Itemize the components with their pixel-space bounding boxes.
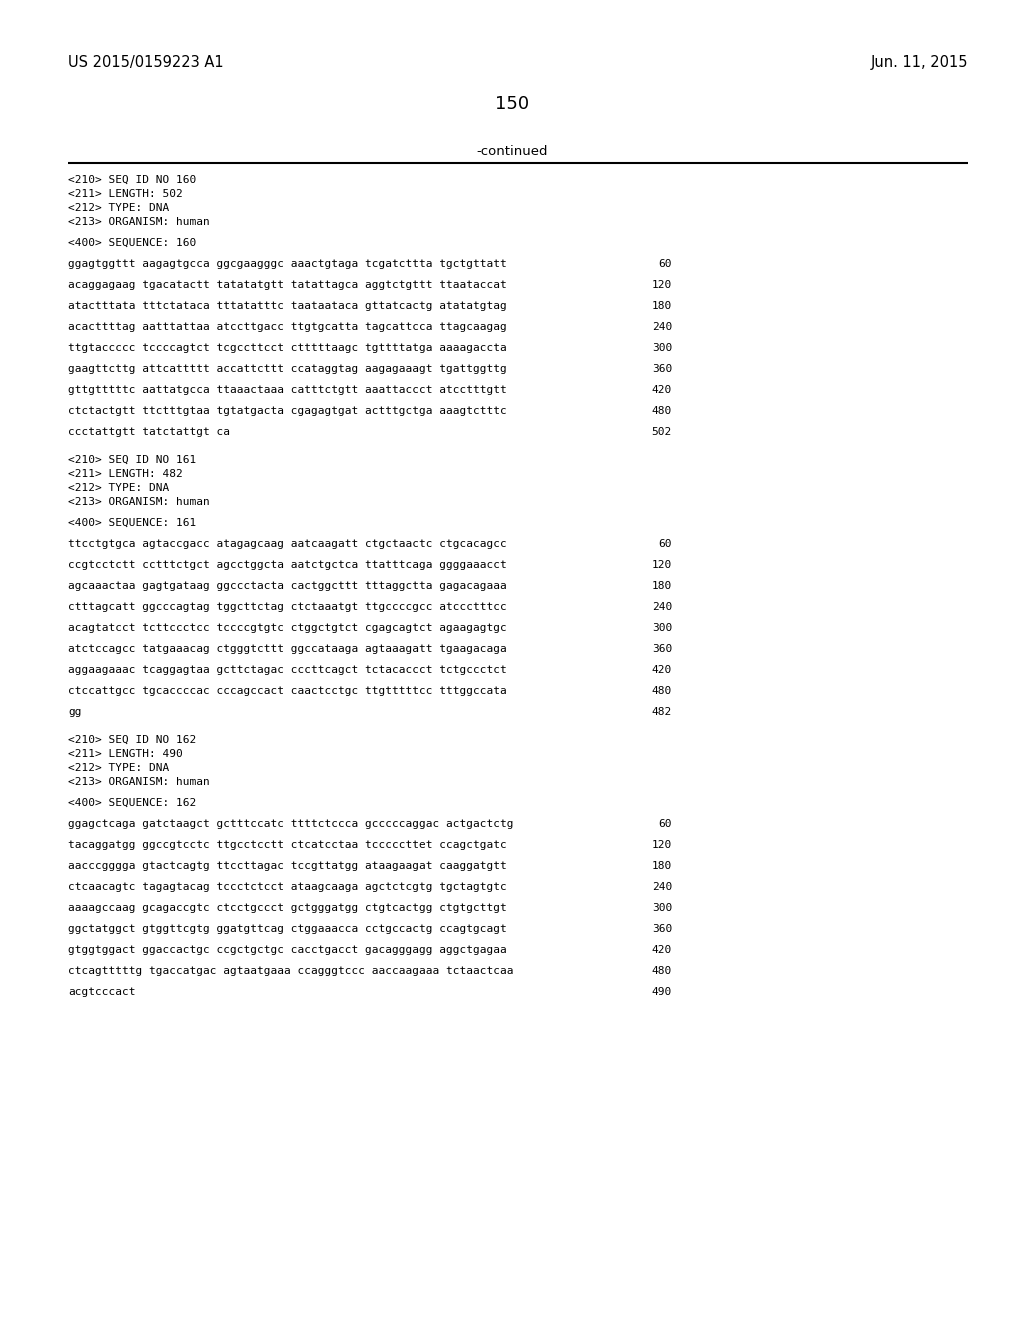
Text: 420: 420 xyxy=(651,665,672,675)
Text: 480: 480 xyxy=(651,966,672,975)
Text: gtggtggact ggaccactgc ccgctgctgc cacctgacct gacagggagg aggctgagaa: gtggtggact ggaccactgc ccgctgctgc cacctga… xyxy=(68,945,507,954)
Text: 480: 480 xyxy=(651,686,672,696)
Text: 180: 180 xyxy=(651,581,672,591)
Text: <213> ORGANISM: human: <213> ORGANISM: human xyxy=(68,498,210,507)
Text: gg: gg xyxy=(68,708,82,717)
Text: <212> TYPE: DNA: <212> TYPE: DNA xyxy=(68,483,169,492)
Text: ggagctcaga gatctaagct gctttccatc ttttctccca gcccccaggac actgactctg: ggagctcaga gatctaagct gctttccatc ttttctc… xyxy=(68,818,513,829)
Text: aacccgggga gtactcagtg ttccttagac tccgttatgg ataagaagat caaggatgtt: aacccgggga gtactcagtg ttccttagac tccgtta… xyxy=(68,861,507,871)
Text: <211> LENGTH: 490: <211> LENGTH: 490 xyxy=(68,748,182,759)
Text: 300: 300 xyxy=(651,903,672,913)
Text: <211> LENGTH: 502: <211> LENGTH: 502 xyxy=(68,189,182,199)
Text: aaaagccaag gcagaccgtc ctcctgccct gctgggatgg ctgtcactgg ctgtgcttgt: aaaagccaag gcagaccgtc ctcctgccct gctggga… xyxy=(68,903,507,913)
Text: ctccattgcc tgcaccccac cccagccact caactcctgc ttgtttttcc tttggccata: ctccattgcc tgcaccccac cccagccact caactcc… xyxy=(68,686,507,696)
Text: atctccagcc tatgaaacag ctgggtcttt ggccataaga agtaaagatt tgaagacaga: atctccagcc tatgaaacag ctgggtcttt ggccata… xyxy=(68,644,507,653)
Text: 300: 300 xyxy=(651,343,672,352)
Text: Jun. 11, 2015: Jun. 11, 2015 xyxy=(870,55,968,70)
Text: 240: 240 xyxy=(651,322,672,333)
Text: acaggagaag tgacatactt tatatatgtt tatattagca aggtctgttt ttaataccat: acaggagaag tgacatactt tatatatgtt tatatta… xyxy=(68,280,507,290)
Text: aggaagaaac tcaggagtaa gcttctagac cccttcagct tctacaccct tctgccctct: aggaagaaac tcaggagtaa gcttctagac cccttca… xyxy=(68,665,507,675)
Text: 150: 150 xyxy=(495,95,529,114)
Text: ctctactgtt ttctttgtaa tgtatgacta cgagagtgat actttgctga aaagtctttc: ctctactgtt ttctttgtaa tgtatgacta cgagagt… xyxy=(68,407,507,416)
Text: 60: 60 xyxy=(658,539,672,549)
Text: <210> SEQ ID NO 160: <210> SEQ ID NO 160 xyxy=(68,176,197,185)
Text: ctcaacagtc tagagtacag tccctctcct ataagcaaga agctctcgtg tgctagtgtc: ctcaacagtc tagagtacag tccctctcct ataagca… xyxy=(68,882,507,892)
Text: atactttata tttctataca tttatatttc taataataca gttatcactg atatatgtag: atactttata tttctataca tttatatttc taataat… xyxy=(68,301,507,312)
Text: <210> SEQ ID NO 161: <210> SEQ ID NO 161 xyxy=(68,455,197,465)
Text: agcaaactaa gagtgataag ggccctacta cactggcttt tttaggctta gagacagaaa: agcaaactaa gagtgataag ggccctacta cactggc… xyxy=(68,581,507,591)
Text: 240: 240 xyxy=(651,602,672,612)
Text: <212> TYPE: DNA: <212> TYPE: DNA xyxy=(68,763,169,774)
Text: 360: 360 xyxy=(651,924,672,935)
Text: 180: 180 xyxy=(651,861,672,871)
Text: 360: 360 xyxy=(651,364,672,374)
Text: <212> TYPE: DNA: <212> TYPE: DNA xyxy=(68,203,169,213)
Text: US 2015/0159223 A1: US 2015/0159223 A1 xyxy=(68,55,223,70)
Text: tacaggatgg ggccgtcctc ttgcctcctt ctcatcctaa tcccccttet ccagctgatc: tacaggatgg ggccgtcctc ttgcctcctt ctcatcc… xyxy=(68,840,507,850)
Text: 502: 502 xyxy=(651,426,672,437)
Text: 420: 420 xyxy=(651,945,672,954)
Text: ctttagcatt ggcccagtag tggcttctag ctctaaatgt ttgccccgcc atccctttcc: ctttagcatt ggcccagtag tggcttctag ctctaaa… xyxy=(68,602,507,612)
Text: <400> SEQUENCE: 161: <400> SEQUENCE: 161 xyxy=(68,517,197,528)
Text: -continued: -continued xyxy=(476,145,548,158)
Text: ctcagtttttg tgaccatgac agtaatgaaa ccagggtccc aaccaagaaa tctaactcaa: ctcagtttttg tgaccatgac agtaatgaaa ccaggg… xyxy=(68,966,513,975)
Text: 360: 360 xyxy=(651,644,672,653)
Text: 420: 420 xyxy=(651,385,672,395)
Text: ccgtcctctt cctttctgct agcctggcta aatctgctca ttatttcaga ggggaaacct: ccgtcctctt cctttctgct agcctggcta aatctgc… xyxy=(68,560,507,570)
Text: 60: 60 xyxy=(658,818,672,829)
Text: gaagttcttg attcattttt accattcttt ccataggtag aagagaaagt tgattggttg: gaagttcttg attcattttt accattcttt ccatagg… xyxy=(68,364,507,374)
Text: <210> SEQ ID NO 162: <210> SEQ ID NO 162 xyxy=(68,735,197,744)
Text: 300: 300 xyxy=(651,623,672,634)
Text: <211> LENGTH: 482: <211> LENGTH: 482 xyxy=(68,469,182,479)
Text: 120: 120 xyxy=(651,840,672,850)
Text: <213> ORGANISM: human: <213> ORGANISM: human xyxy=(68,777,210,787)
Text: <213> ORGANISM: human: <213> ORGANISM: human xyxy=(68,216,210,227)
Text: acgtcccact: acgtcccact xyxy=(68,987,135,997)
Text: <400> SEQUENCE: 160: <400> SEQUENCE: 160 xyxy=(68,238,197,248)
Text: ttgtaccccc tccccagtct tcgccttcct ctttttaagc tgttttatga aaaagaccta: ttgtaccccc tccccagtct tcgccttcct cttttta… xyxy=(68,343,507,352)
Text: ccctattgtt tatctattgt ca: ccctattgtt tatctattgt ca xyxy=(68,426,230,437)
Text: <400> SEQUENCE: 162: <400> SEQUENCE: 162 xyxy=(68,799,197,808)
Text: ggctatggct gtggttcgtg ggatgttcag ctggaaacca cctgccactg ccagtgcagt: ggctatggct gtggttcgtg ggatgttcag ctggaaa… xyxy=(68,924,507,935)
Text: 480: 480 xyxy=(651,407,672,416)
Text: 60: 60 xyxy=(658,259,672,269)
Text: 482: 482 xyxy=(651,708,672,717)
Text: ttcctgtgca agtaccgacc atagagcaag aatcaagatt ctgctaactc ctgcacagcc: ttcctgtgca agtaccgacc atagagcaag aatcaag… xyxy=(68,539,507,549)
Text: gttgtttttc aattatgcca ttaaactaaa catttctgtt aaattaccct atcctttgtt: gttgtttttc aattatgcca ttaaactaaa catttct… xyxy=(68,385,507,395)
Text: 490: 490 xyxy=(651,987,672,997)
Text: acacttttag aatttattaa atccttgacc ttgtgcatta tagcattcca ttagcaagag: acacttttag aatttattaa atccttgacc ttgtgca… xyxy=(68,322,507,333)
Text: 120: 120 xyxy=(651,560,672,570)
Text: ggagtggttt aagagtgcca ggcgaagggc aaactgtaga tcgatcttta tgctgttatt: ggagtggttt aagagtgcca ggcgaagggc aaactgt… xyxy=(68,259,507,269)
Text: 240: 240 xyxy=(651,882,672,892)
Text: 180: 180 xyxy=(651,301,672,312)
Text: acagtatcct tcttccctcc tccccgtgtc ctggctgtct cgagcagtct agaagagtgc: acagtatcct tcttccctcc tccccgtgtc ctggctg… xyxy=(68,623,507,634)
Text: 120: 120 xyxy=(651,280,672,290)
